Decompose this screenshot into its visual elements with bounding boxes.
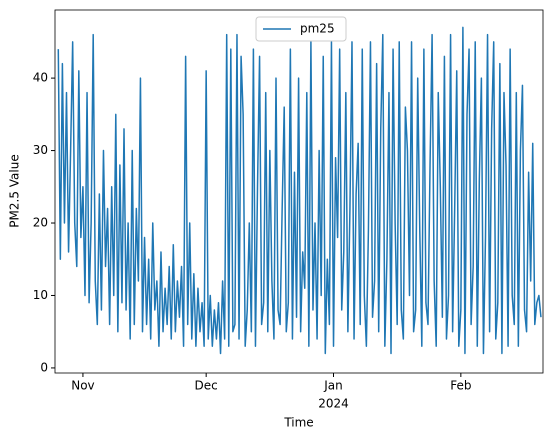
y-tick-label: 0: [40, 360, 48, 374]
plot-frame: [54, 9, 544, 374]
y-tick-label: 40: [33, 71, 48, 85]
y-tick-label: 10: [33, 288, 48, 302]
y-axis-label: PM2.5 Value: [8, 154, 22, 227]
line: [57, 26, 542, 355]
x-axis-label: Time: [283, 416, 313, 430]
x-year-label: 2024: [318, 397, 349, 411]
x-tick-label: Nov: [71, 379, 94, 393]
legend-box: [255, 16, 347, 42]
x-tick-label: Dec: [195, 379, 218, 393]
y-tick-label: 30: [33, 143, 48, 157]
x-tick-label: Jan: [323, 379, 343, 393]
x-tick-label: Feb: [450, 379, 471, 393]
y-tick-label: 20: [33, 216, 48, 230]
legend-label: pm25: [300, 22, 335, 36]
